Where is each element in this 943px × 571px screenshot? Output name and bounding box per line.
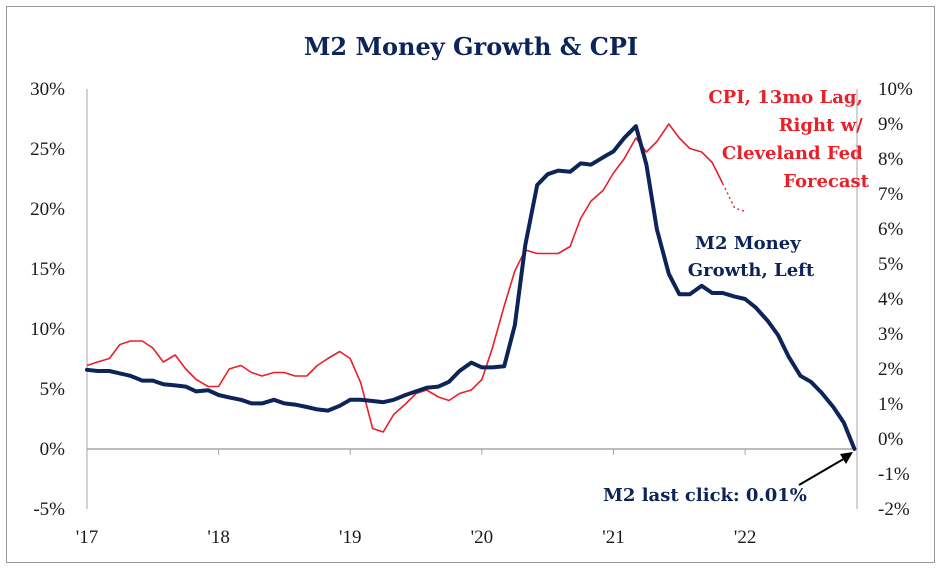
m2-last-annotation: M2 last click: 0.01% [603, 485, 807, 506]
chart-canvas: M2 Money Growth & CPI 30% 25% 20% 15% 10% 5% 0… [30, 32, 913, 548]
cpi-label-line-2: Right w/ [779, 115, 864, 136]
y-right-tick-label: 3% [878, 324, 904, 345]
y-right-tick-label: -1% [878, 464, 910, 485]
y-left-tick-label: 0% [40, 439, 66, 460]
m2-label-line-1: M2 Money [695, 233, 801, 254]
y-right-tick-label: 5% [878, 254, 904, 275]
y-right-tick-label: 2% [878, 359, 904, 380]
arrow-shaft [798, 456, 848, 486]
cpi-label-line-3: Cleveland Fed [722, 143, 863, 164]
y-left-tick-label: 20% [30, 199, 65, 220]
m2-label-line-2: Growth, Left [688, 260, 815, 281]
cpi-forecast-line [722, 183, 746, 213]
arrow-head [840, 452, 853, 464]
y-right-tick-label: 0% [878, 429, 904, 450]
y-right-tick-label: 8% [878, 149, 904, 170]
y-left-tick-label: -5% [33, 499, 65, 520]
x-tick-label: '20 [471, 527, 493, 548]
x-ticks: '17 '18 '19 '20 '21 '22 [76, 449, 756, 548]
y-left-ticks: 30% 25% 20% 15% 10% 5% 0% -5% [30, 79, 65, 520]
annotation-arrow [798, 452, 853, 486]
x-tick-label: '18 [207, 527, 229, 548]
y-right-tick-label: 7% [878, 184, 904, 205]
cpi-label-line-4: Forecast [783, 171, 869, 192]
y-right-tick-label: 10% [878, 79, 913, 100]
x-tick-label: '22 [734, 527, 756, 548]
cpi-label-line-1: CPI, 13mo Lag, [708, 87, 862, 108]
m2-series-line [85, 124, 857, 451]
x-tick-label: '21 [602, 527, 624, 548]
y-left-tick-label: 10% [30, 319, 65, 340]
m2-series-label: M2 Money Growth, Left [688, 233, 815, 281]
chart-frame: M2 Money Growth & CPI 30% 25% 20% 15% 10% 5% 0… [6, 6, 935, 563]
cpi-series-line [86, 123, 724, 433]
y-right-tick-label: -2% [878, 499, 910, 520]
y-right-tick-label: 4% [878, 289, 904, 310]
y-right-ticks: 10% 9% 8% 7% 6% 5% 4% 3% 2% 1% 0% -1% -2% [878, 79, 913, 520]
y-left-tick-label: 30% [30, 79, 65, 100]
x-tick-label: '17 [76, 527, 98, 548]
y-right-tick-label: 1% [878, 394, 904, 415]
y-left-tick-label: 15% [30, 259, 65, 280]
y-left-tick-label: 25% [30, 139, 65, 160]
axes [86, 89, 858, 509]
y-right-tick-label: 9% [878, 114, 904, 135]
chart-title: M2 Money Growth & CPI [304, 32, 638, 61]
cpi-series-label: CPI, 13mo Lag, Right w/ Cleveland Fed Fo… [708, 87, 869, 192]
y-right-tick-label: 6% [878, 219, 904, 240]
y-left-tick-label: 5% [40, 379, 66, 400]
series-labels: CPI, 13mo Lag, Right w/ Cleveland Fed Fo… [603, 87, 870, 506]
x-tick-label: '19 [339, 527, 361, 548]
series-layer [85, 123, 857, 451]
